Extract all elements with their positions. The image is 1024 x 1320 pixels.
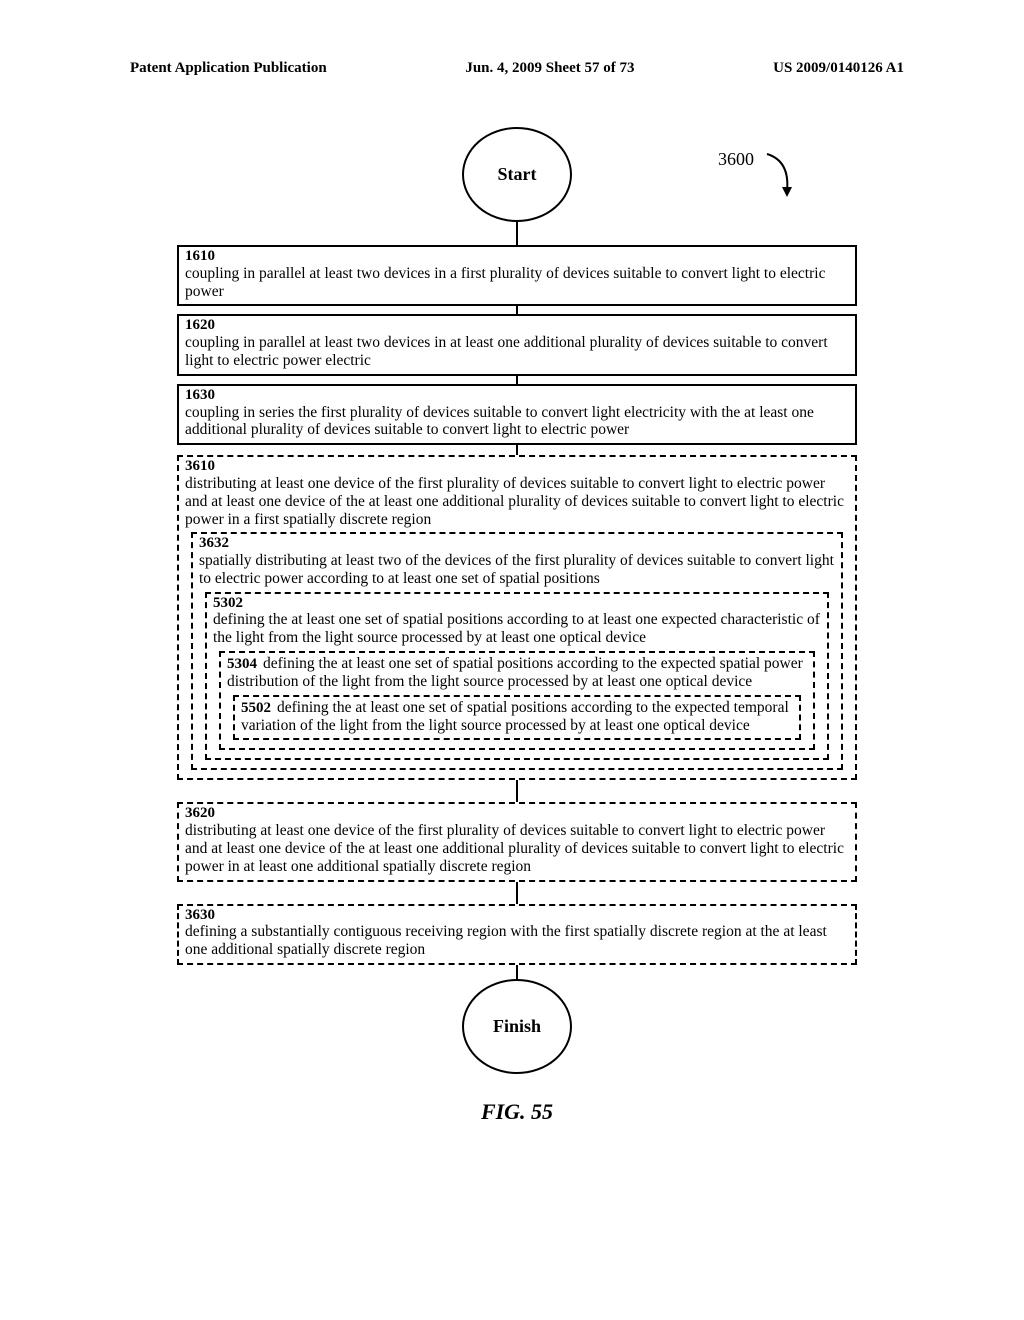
header-center: Jun. 4, 2009 Sheet 57 of 73	[465, 60, 634, 77]
connector	[177, 445, 857, 455]
start-label: Start	[498, 164, 537, 185]
step-text-inline: defining the at least one set of spatial…	[227, 655, 803, 690]
step-5502: 5502defining the at least one set of spa…	[233, 695, 801, 741]
step-text: spatially distributing at least two of t…	[199, 552, 835, 588]
step-num: 1630	[185, 388, 849, 404]
step-num: 3620	[185, 806, 849, 822]
step-text: coupling in series the first plurality o…	[185, 404, 849, 440]
header-left: Patent Application Publication	[130, 60, 327, 77]
step-num: 1620	[185, 318, 849, 334]
step-num: 5502	[241, 700, 271, 716]
step-1620: 1620 coupling in parallel at least two d…	[177, 314, 857, 375]
step-num: 5302	[213, 596, 821, 612]
step-num: 5304	[227, 656, 257, 672]
step-3610: 3610 distributing at least one device of…	[177, 455, 857, 780]
step-5304: 5304defining the at least one set of spa…	[219, 651, 815, 750]
header-right: US 2009/0140126 A1	[773, 60, 904, 77]
finish-label: Finish	[493, 1016, 541, 1037]
step-5302: 5302 defining the at least one set of sp…	[205, 592, 829, 761]
step-text: coupling in parallel at least two device…	[185, 265, 849, 301]
step-num: 3630	[185, 908, 849, 924]
step-text: defining a substantially contiguous rece…	[185, 923, 849, 959]
step-text: distributing at least one device of the …	[185, 475, 849, 528]
step-3630: 3630 defining a substantially contiguous…	[177, 904, 857, 965]
step-text: coupling in parallel at least two device…	[185, 334, 849, 370]
step-num: 3632	[199, 536, 835, 552]
start-node: Start	[462, 127, 572, 222]
step-text: 5502defining the at least one set of spa…	[241, 699, 793, 735]
step-1630: 1630 coupling in series the first plural…	[177, 384, 857, 445]
finish-node: Finish	[462, 979, 572, 1074]
step-3620: 3620 distributing at least one device of…	[177, 802, 857, 881]
connector	[177, 780, 857, 802]
step-text: defining the at least one set of spatial…	[213, 611, 821, 647]
step-text: 5304defining the at least one set of spa…	[227, 655, 807, 691]
patent-page: Patent Application Publication Jun. 4, 2…	[0, 0, 1024, 1320]
step-num: 1610	[185, 249, 849, 265]
connector	[177, 882, 857, 904]
finish-row: Finish	[177, 979, 857, 1089]
figure-caption: FIG. 55	[177, 1099, 857, 1125]
connector	[177, 965, 857, 979]
step-3632: 3632 spatially distributing at least two…	[191, 532, 843, 770]
step-num: 3610	[185, 459, 849, 475]
flow-number-callout: 3600	[718, 149, 802, 204]
leader-arrow-icon	[762, 149, 802, 204]
flow-number: 3600	[718, 149, 754, 170]
flowchart: Start 3600 1610 coupling in parallel at …	[177, 127, 857, 1125]
step-1610: 1610 coupling in parallel at least two d…	[177, 245, 857, 306]
step-text-inline: defining the at least one set of spatial…	[241, 699, 789, 734]
start-row: Start 3600	[177, 127, 857, 247]
page-header: Patent Application Publication Jun. 4, 2…	[130, 60, 904, 77]
step-text: distributing at least one device of the …	[185, 822, 849, 875]
connector	[516, 222, 518, 247]
